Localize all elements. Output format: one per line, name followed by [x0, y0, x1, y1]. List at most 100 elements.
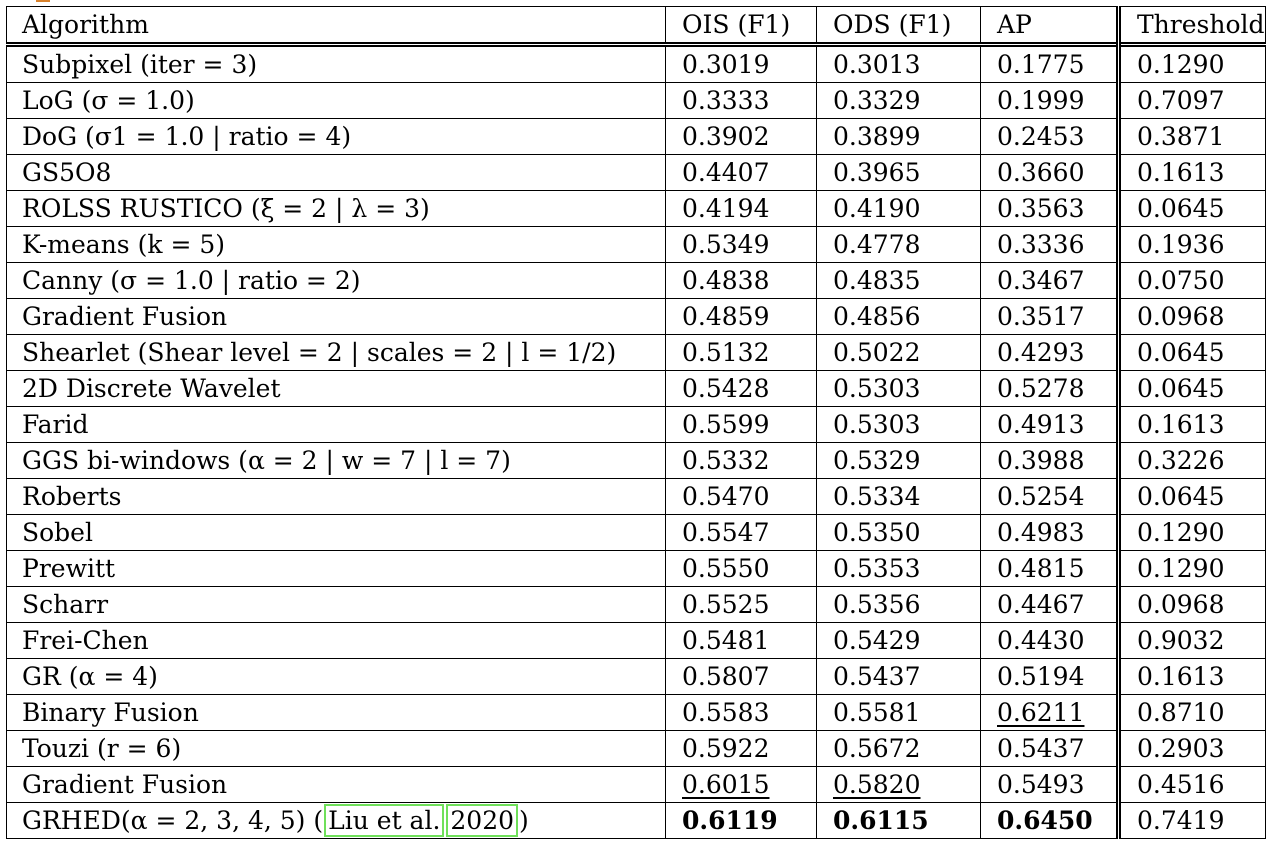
second-best-value: 0.6211 [997, 697, 1085, 727]
cell-threshold: 0.1290 [1118, 550, 1266, 587]
cell-ods: 0.4835 [816, 262, 981, 299]
cell-threshold: 0.0968 [1118, 298, 1266, 335]
cell-ois: 0.5132 [665, 334, 817, 371]
cell-threshold: 0.7419 [1118, 802, 1266, 839]
cell-ods: 0.5334 [816, 478, 981, 515]
header-ap: AP [980, 6, 1121, 45]
cell-ap: 0.6450 [980, 802, 1121, 839]
table-row: Farid 0.5599 0.5303 0.4913 0.1613 [6, 406, 1266, 443]
cell-ois: 0.6119 [665, 802, 817, 839]
table-row: Scharr 0.5525 0.5356 0.4467 0.0968 [6, 586, 1266, 623]
cell-threshold: 0.0645 [1118, 370, 1266, 407]
cell-ois: 0.5550 [665, 550, 817, 587]
cell-algorithm: Touzi (r = 6) [6, 730, 666, 767]
cell-ods: 0.5581 [816, 694, 981, 731]
cell-ods: 0.5437 [816, 658, 981, 695]
cell-algorithm: Scharr [6, 586, 666, 623]
cell-algorithm: DoG (σ1 = 1.0 | ratio = 4) [6, 118, 666, 155]
cell-threshold: 0.0645 [1118, 478, 1266, 515]
cell-ois: 0.5428 [665, 370, 817, 407]
cell-ods: 0.5303 [816, 406, 981, 443]
cell-ap: 0.4913 [980, 406, 1121, 443]
cell-threshold: 0.1936 [1118, 226, 1266, 263]
cell-ap: 0.5278 [980, 370, 1121, 407]
cell-ods: 0.4190 [816, 190, 981, 227]
cell-ap: 0.3563 [980, 190, 1121, 227]
cell-ap: 0.3988 [980, 442, 1121, 479]
cell-algorithm: Roberts [6, 478, 666, 515]
cell-ap: 0.3336 [980, 226, 1121, 263]
table-row: Subpixel (iter = 3) 0.3019 0.3013 0.1775… [6, 42, 1266, 83]
cell-threshold: 0.1613 [1118, 406, 1266, 443]
cell-ap: 0.3517 [980, 298, 1121, 335]
best-value: 0.6115 [833, 805, 929, 835]
table-row: Shearlet (Shear level = 2 | scales = 2 |… [6, 334, 1266, 371]
cell-ois: 0.5922 [665, 730, 817, 767]
cell-threshold: 0.1613 [1118, 154, 1266, 191]
algorithm-name-suffix: ) [519, 805, 529, 835]
cell-ap: 0.5254 [980, 478, 1121, 515]
cell-ois: 0.4194 [665, 190, 817, 227]
header-row: Algorithm OIS (F1) ODS (F1) AP Threshold [6, 6, 1266, 45]
cell-threshold: 0.0968 [1118, 586, 1266, 623]
cell-algorithm: Canny (σ = 1.0 | ratio = 2) [6, 262, 666, 299]
corner-mark [36, 0, 50, 2]
cell-threshold: 0.0645 [1118, 334, 1266, 371]
cell-ods: 0.3899 [816, 118, 981, 155]
cell-threshold: 0.8710 [1118, 694, 1266, 731]
cell-ap: 0.4815 [980, 550, 1121, 587]
cell-ap: 0.4467 [980, 586, 1121, 623]
cell-ois: 0.5807 [665, 658, 817, 695]
cell-ois: 0.5481 [665, 622, 817, 659]
cell-threshold: 0.9032 [1118, 622, 1266, 659]
table-row: Frei-Chen 0.5481 0.5429 0.4430 0.9032 [6, 622, 1266, 659]
cell-ap: 0.3660 [980, 154, 1121, 191]
citation-link-year[interactable]: 2020 [446, 803, 519, 837]
cell-ois: 0.4859 [665, 298, 817, 335]
cell-ois: 0.5547 [665, 514, 817, 551]
cell-threshold: 0.2903 [1118, 730, 1266, 767]
table-row: Gradient Fusion 0.6015 0.5820 0.5493 0.4… [6, 766, 1266, 803]
cell-algorithm: GRHED(α = 2, 3, 4, 5) (Liu et al. 2020) [6, 802, 666, 839]
cell-algorithm: ROLSS RUSTICO (ξ = 2 | λ = 3) [6, 190, 666, 227]
cell-ap: 0.4983 [980, 514, 1121, 551]
cell-ods: 0.5356 [816, 586, 981, 623]
table-row: Sobel 0.5547 0.5350 0.4983 0.1290 [6, 514, 1266, 551]
cell-algorithm: Shearlet (Shear level = 2 | scales = 2 |… [6, 334, 666, 371]
cell-threshold: 0.1613 [1118, 658, 1266, 695]
cell-algorithm: Frei-Chen [6, 622, 666, 659]
cell-ods: 0.5353 [816, 550, 981, 587]
second-best-value: 0.5820 [833, 769, 921, 799]
cell-ods: 0.4778 [816, 226, 981, 263]
header-ods: ODS (F1) [816, 6, 981, 45]
cell-algorithm: 2D Discrete Wavelet [6, 370, 666, 407]
table-row: GGS bi-windows (α = 2 | w = 7 | l = 7) 0… [6, 442, 1266, 479]
citation-link-author[interactable]: Liu et al. [324, 803, 445, 837]
cell-ods: 0.5350 [816, 514, 981, 551]
table-row: Prewitt 0.5550 0.5353 0.4815 0.1290 [6, 550, 1266, 587]
cell-ap: 0.6211 [980, 694, 1121, 731]
table-row: Touzi (r = 6) 0.5922 0.5672 0.5437 0.290… [6, 730, 1266, 767]
cell-threshold: 0.3871 [1118, 118, 1266, 155]
header-algorithm: Algorithm [6, 6, 666, 45]
table-row: Binary Fusion 0.5583 0.5581 0.6211 0.871… [6, 694, 1266, 731]
cell-ods: 0.3013 [816, 42, 981, 83]
table-row: DoG (σ1 = 1.0 | ratio = 4) 0.3902 0.3899… [6, 118, 1266, 155]
cell-ods: 0.5820 [816, 766, 981, 803]
cell-ois: 0.5470 [665, 478, 817, 515]
cell-algorithm: Gradient Fusion [6, 766, 666, 803]
cell-threshold: 0.1290 [1118, 42, 1266, 83]
cell-ods: 0.5303 [816, 370, 981, 407]
best-value: 0.6450 [997, 805, 1093, 835]
cell-ois: 0.5349 [665, 226, 817, 263]
cell-ois: 0.3019 [665, 42, 817, 83]
cell-ap: 0.5194 [980, 658, 1121, 695]
table-row: LoG (σ = 1.0) 0.3333 0.3329 0.1999 0.709… [6, 82, 1266, 119]
algorithm-name: GRHED(α = 2, 3, 4, 5) ( [22, 805, 324, 835]
cell-ods: 0.4856 [816, 298, 981, 335]
table-row: Canny (σ = 1.0 | ratio = 2) 0.4838 0.483… [6, 262, 1266, 299]
table-row: Gradient Fusion 0.4859 0.4856 0.3517 0.0… [6, 298, 1266, 335]
cell-ois: 0.3333 [665, 82, 817, 119]
cell-ap: 0.5437 [980, 730, 1121, 767]
cell-threshold: 0.0645 [1118, 190, 1266, 227]
